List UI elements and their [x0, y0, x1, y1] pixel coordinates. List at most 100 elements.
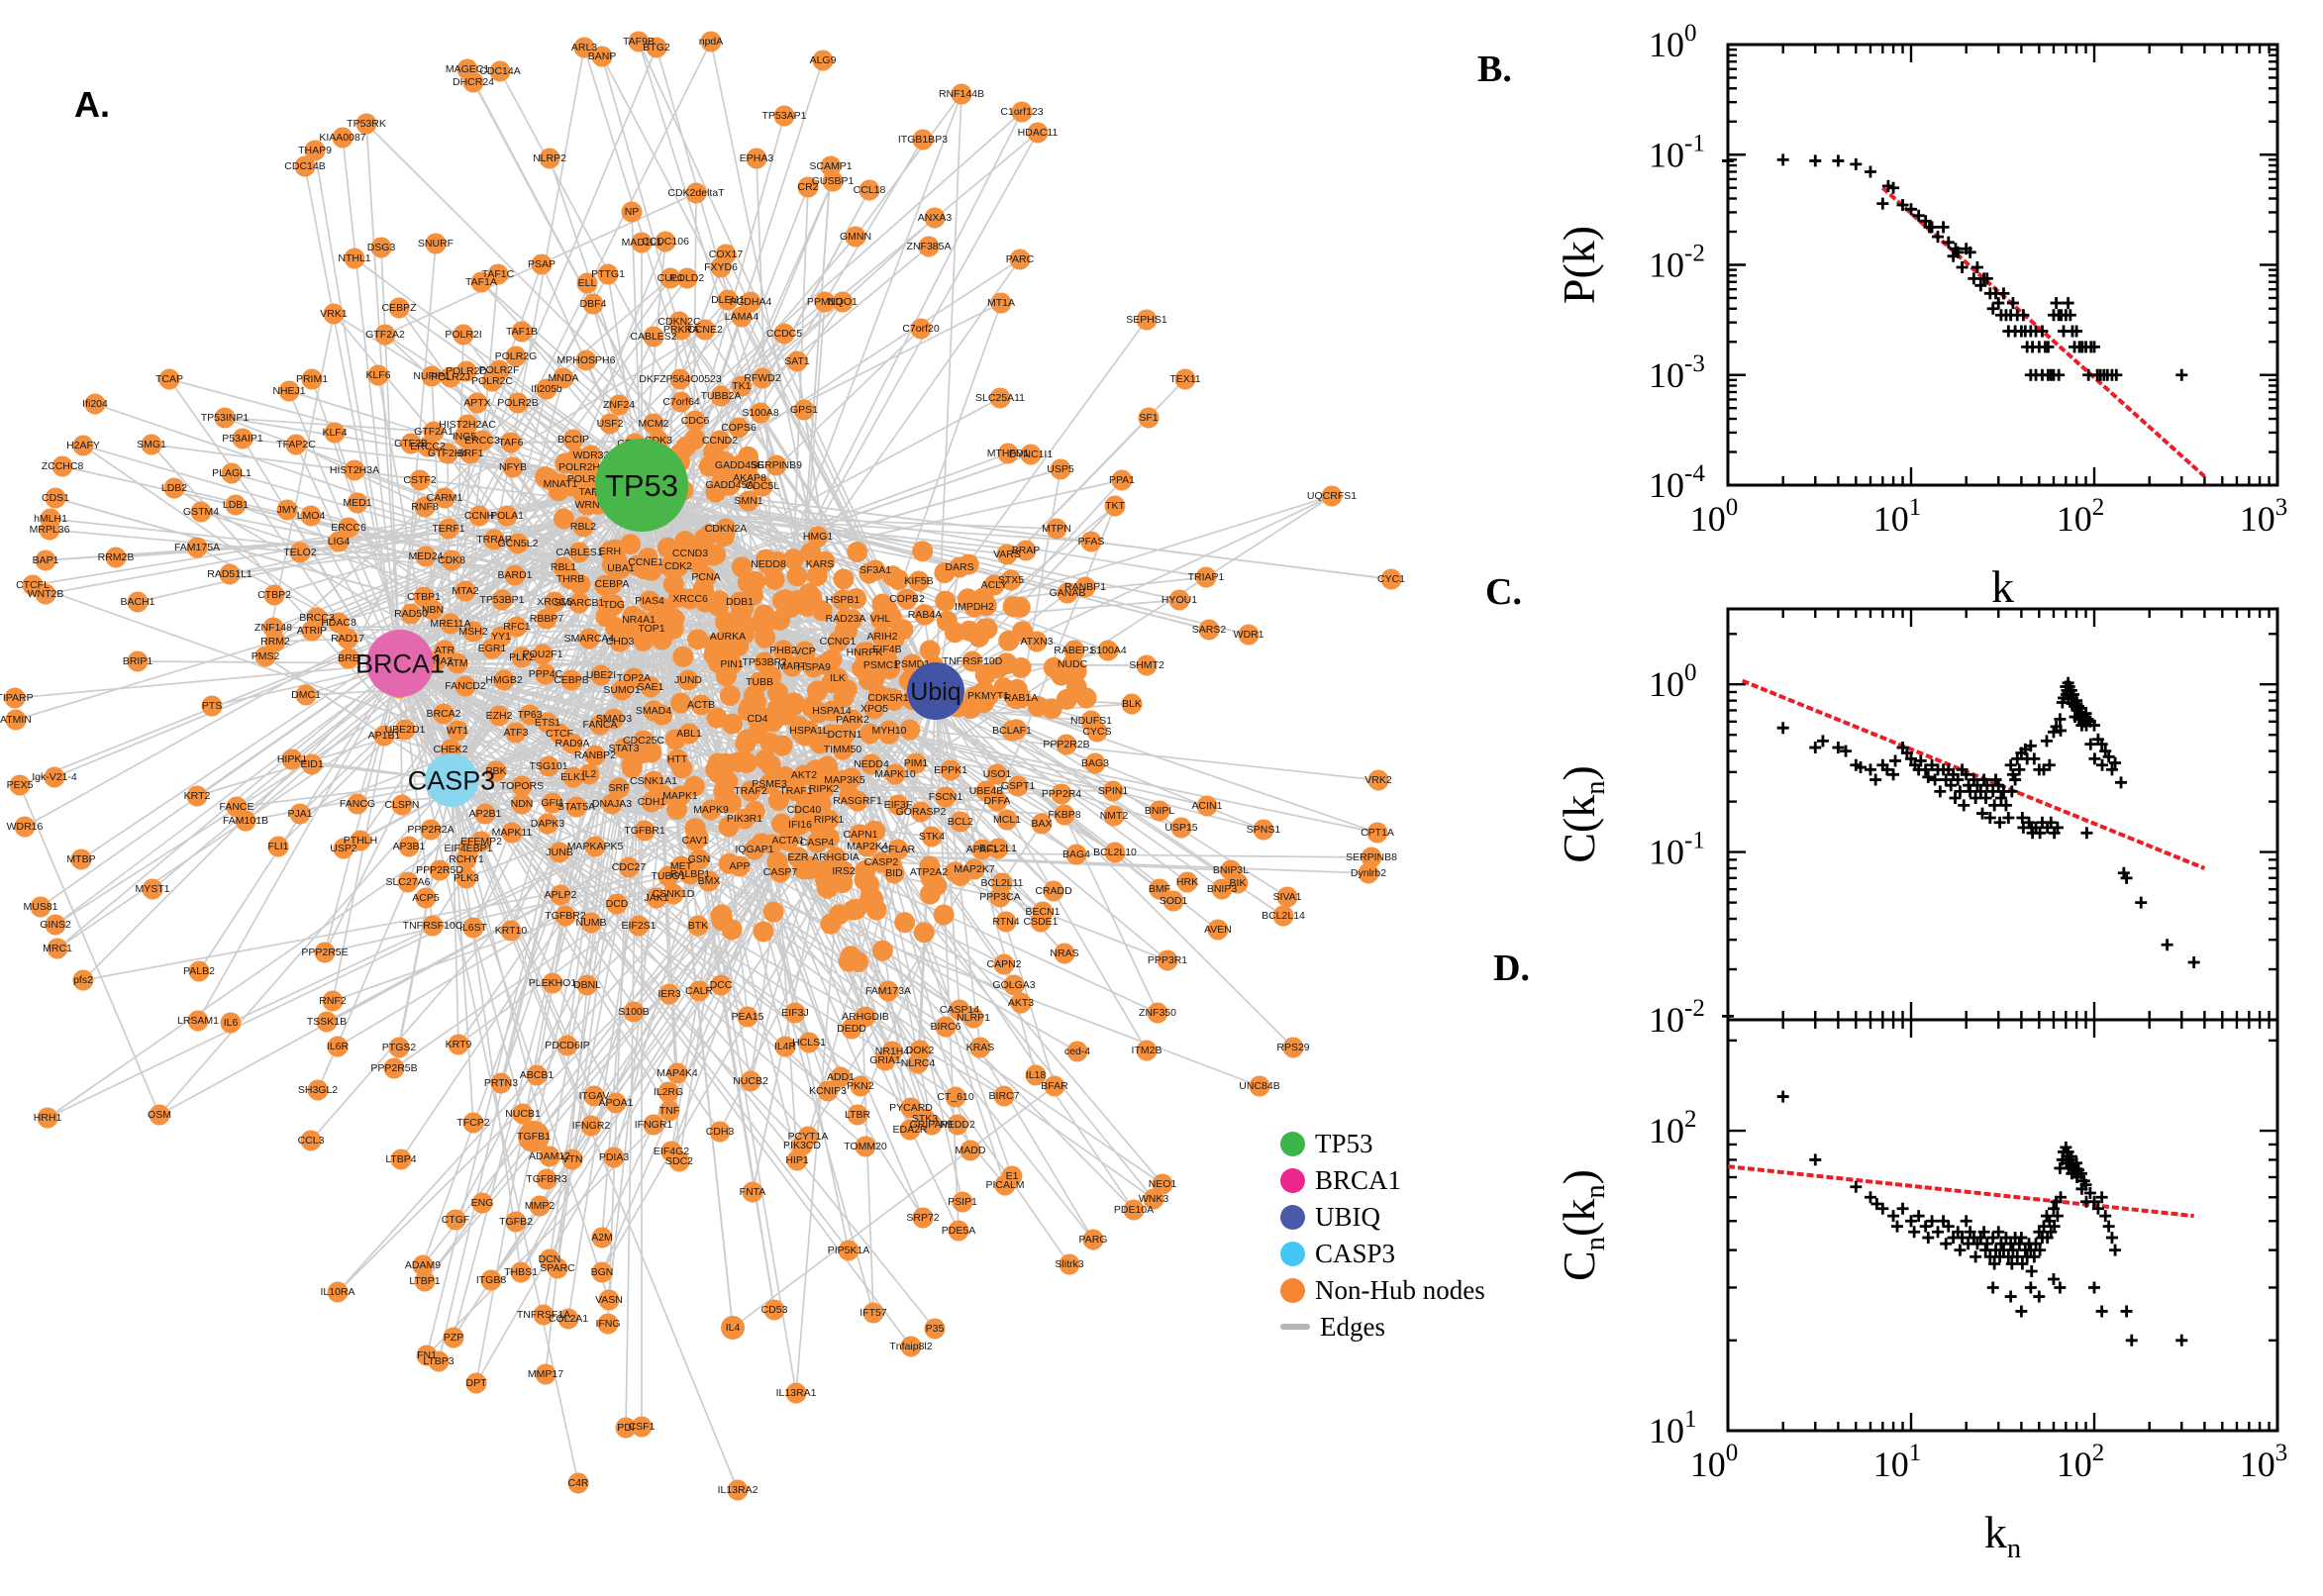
legend-item-ubiq: UBIQ [1280, 1202, 1485, 1232]
network-edge [641, 484, 952, 771]
network-node [734, 808, 756, 830]
network-node-label: RAB1A [1004, 692, 1038, 704]
network-node [454, 426, 475, 448]
network-node-label: CABLES2 [630, 331, 676, 343]
network-node-label: TK1 [732, 380, 751, 392]
network-node [462, 621, 484, 643]
network-node [422, 915, 444, 937]
network-node-label: ACTA1 [771, 835, 804, 847]
network-node-label: ELL [578, 277, 597, 289]
network-node [643, 1114, 664, 1136]
network-node-label: GTF2B [394, 438, 428, 449]
network-node-label: KRT10 [495, 925, 528, 937]
network-node [963, 858, 985, 880]
data-point [1992, 779, 2005, 792]
network-node-label: RRM2 [260, 636, 290, 648]
network-node-label: CDH1 [638, 796, 666, 808]
network-node [1050, 458, 1071, 480]
axis-tick-label: 100 [1649, 20, 1697, 64]
network-node-label: TGFB2 [499, 1216, 533, 1228]
network-node [568, 542, 590, 563]
network-node-label: MMP17 [528, 1368, 563, 1380]
network-node-unlabeled [786, 565, 808, 587]
network-node-label: CCDC106 [642, 236, 689, 248]
network-node-unlabeled [919, 883, 941, 905]
network-node-label: TP53RK [347, 118, 386, 130]
network-node-label: ATM [447, 657, 467, 669]
network-node [794, 641, 816, 662]
network-node-label: hMLH1 [34, 513, 67, 525]
data-point [1960, 1215, 1972, 1228]
network-node [158, 368, 180, 390]
data-point [1937, 221, 1950, 234]
data-point [2074, 1167, 2087, 1180]
network-node [295, 684, 317, 706]
network-node-label: FAM175A [174, 542, 220, 553]
network-node-unlabeled [737, 729, 758, 750]
network-node-label: RNF2 [319, 995, 347, 1007]
network-node [855, 1136, 876, 1157]
network-node-label: BCL2L14 [1262, 910, 1305, 922]
network-node [550, 884, 571, 906]
network-node-label: E1 [1006, 1170, 1019, 1182]
network-node [812, 50, 834, 71]
network-node [327, 1036, 349, 1057]
network-node [429, 859, 451, 881]
network-node-label: BCLAF1 [992, 725, 1032, 737]
network-node [740, 780, 761, 802]
network-edge [761, 111, 1023, 625]
data-point [1887, 1210, 1900, 1223]
network-node [549, 842, 570, 863]
network-node-label: SLC25A11 [975, 392, 1025, 404]
data-point [2043, 758, 2056, 771]
network-node-unlabeled [755, 748, 776, 770]
axis-tick-label: 102 [2057, 494, 2105, 539]
network-node-label: BANP [588, 50, 617, 62]
network-node-label: ARIH2 [867, 631, 898, 643]
network-node-label: CD53 [761, 1304, 788, 1316]
network-edge [295, 444, 495, 541]
network-node-label: XPO5 [860, 703, 888, 715]
network-node-unlabeled [728, 751, 750, 773]
network-node-label: STX5 [998, 574, 1024, 586]
network-node [763, 1299, 785, 1321]
network-node-label: MYH10 [871, 725, 906, 737]
network-node [39, 519, 60, 541]
network-node [441, 549, 462, 571]
network-node [963, 596, 985, 618]
network-node-label: BRF1 [457, 448, 484, 459]
network-node [1136, 309, 1158, 331]
axis-tick-label: 101 [1649, 1406, 1697, 1450]
network-node [254, 646, 276, 667]
data-point [2028, 752, 2041, 765]
network-node [276, 499, 298, 521]
network-node-label: BMF [1149, 883, 1170, 895]
network-node [910, 801, 932, 823]
network-node [454, 580, 476, 602]
network-node [400, 433, 422, 454]
network-node-label: TAF1C [482, 268, 515, 280]
data-point [2084, 738, 2097, 750]
network-node [834, 769, 856, 791]
network-node [869, 608, 891, 630]
network-node [391, 794, 413, 816]
data-point [1992, 297, 2005, 310]
network-node-label: CASP7 [763, 866, 798, 878]
data-point [2047, 1202, 2060, 1215]
network-node [609, 631, 631, 652]
network-node [608, 777, 630, 799]
network-node-label: WDR33 [573, 449, 610, 461]
network-node-unlabeled [933, 904, 955, 926]
network-node-label: PZP [444, 1332, 463, 1344]
network-node-label: DPT [466, 1377, 488, 1389]
network-node [971, 839, 993, 860]
data-point [1922, 770, 1935, 783]
network-node [874, 1049, 896, 1071]
network-node-label: HCLS1 [792, 1037, 826, 1048]
network-node [561, 1148, 583, 1170]
network-node-label: GORASP2 [896, 806, 947, 818]
network-node-label: CCNE1 [628, 556, 663, 568]
data-point [1980, 1238, 1993, 1250]
network-node-label: AP1B1 [368, 730, 401, 742]
network-node-unlabeled [709, 590, 730, 612]
